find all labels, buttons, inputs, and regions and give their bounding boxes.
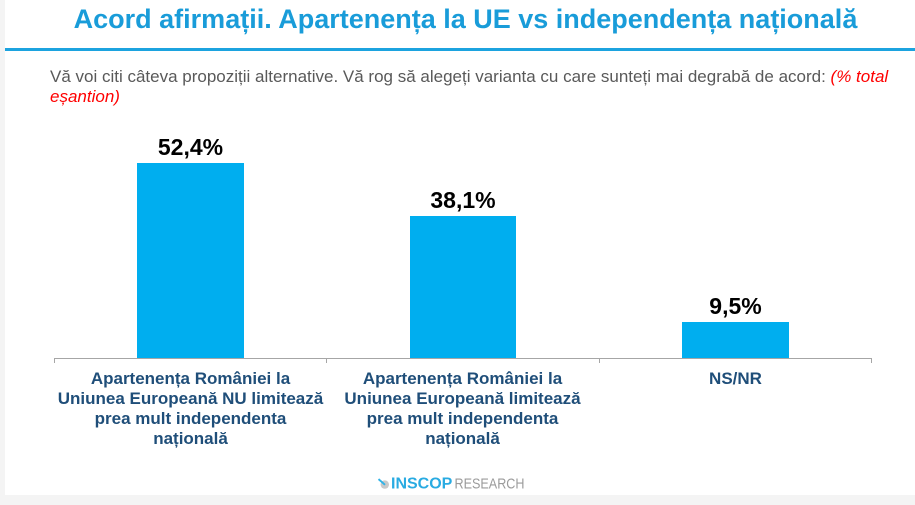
svg-text:RESEARCH: RESEARCH (455, 475, 525, 492)
svg-text:INSCOP: INSCOP (391, 475, 453, 492)
